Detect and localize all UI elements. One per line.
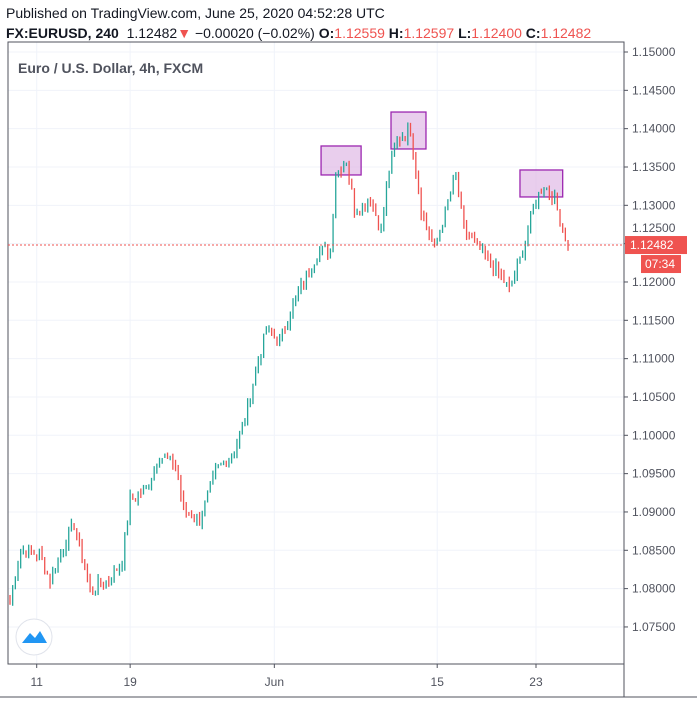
y-tick-label: 1.10500	[632, 390, 676, 404]
low-label: L:	[458, 25, 472, 41]
chart-legend: Euro / U.S. Dollar, 4h, FXCM	[18, 60, 204, 76]
last-price: 1.12482	[126, 25, 178, 41]
open-value: 1.12559	[334, 25, 385, 41]
y-tick-label: 1.14500	[632, 83, 676, 97]
y-tick-label: 1.08500	[632, 543, 676, 557]
y-tick-label: 1.08000	[632, 582, 676, 596]
highlight-box	[390, 111, 427, 150]
y-tick-label: 1.07500	[632, 620, 676, 634]
close-value: 1.12482	[540, 25, 592, 41]
down-arrow-icon: ▼	[177, 25, 192, 41]
high-label: H:	[388, 25, 404, 41]
y-tick-label: 1.09000	[632, 505, 676, 519]
y-tick-label: 1.11000	[632, 352, 675, 366]
y-tick-label: 1.12000	[632, 275, 676, 289]
ohlc-line: FX:EURUSD, 240 1.12482▼ −0.00020 (−0.02%…	[6, 25, 591, 41]
x-tick-label: Jun	[265, 675, 284, 689]
y-tick-label: 1.14000	[632, 122, 676, 136]
published-line: Published on TradingView.com, June 25, 2…	[6, 5, 385, 21]
plot-area	[7, 41, 625, 665]
close-label: C:	[525, 25, 541, 41]
y-tick-label: 1.15000	[632, 45, 676, 59]
x-tick-label: 23	[529, 675, 543, 689]
countdown-label: 07:34	[645, 257, 675, 271]
y-tick-label: 1.12500	[632, 221, 676, 235]
logo-mark	[22, 631, 47, 643]
countdown-badge	[641, 255, 681, 274]
last-price-badge	[625, 236, 687, 255]
high-value: 1.12597	[403, 25, 455, 41]
x-tick-label: 19	[123, 675, 137, 689]
y-tick-label: 1.13000	[632, 198, 676, 212]
y-tick-label: 1.09500	[632, 467, 676, 481]
tradingview-logo-icon	[15, 618, 53, 656]
change: −0.00020 (−0.02%)	[194, 25, 315, 41]
low-value: 1.12400	[471, 25, 522, 41]
y-tick-label: 1.13500	[632, 160, 676, 174]
plot-border	[7, 41, 625, 665]
x-tick-label: 11	[30, 675, 43, 689]
x-tick-label: 15	[431, 675, 445, 689]
last-price-label: 1.12482	[630, 238, 674, 252]
y-tick-label: 1.11500	[632, 313, 675, 327]
open-label: O:	[318, 25, 335, 41]
symbol: FX:EURUSD, 240	[6, 25, 119, 41]
y-tick-label: 1.10000	[632, 428, 676, 442]
